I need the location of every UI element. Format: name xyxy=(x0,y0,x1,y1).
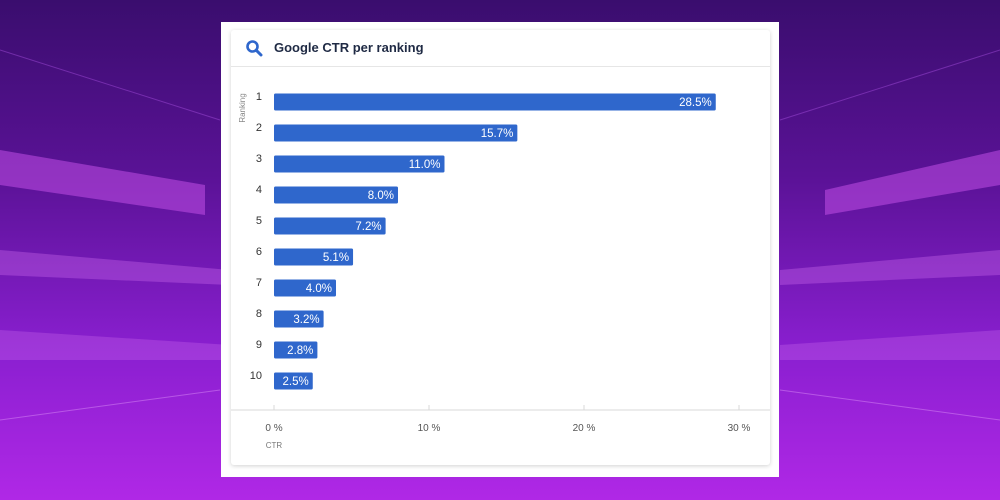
bar-value-label: 2.8% xyxy=(287,345,313,357)
bar xyxy=(274,372,313,390)
category-label: 9 xyxy=(256,339,262,351)
chart-title: Google CTR per ranking xyxy=(274,40,424,55)
bar xyxy=(274,279,336,297)
category-label: 10 xyxy=(250,370,262,382)
bar xyxy=(274,124,518,142)
bar xyxy=(274,310,324,328)
y-axis-label: Ranking xyxy=(238,93,247,122)
bar xyxy=(274,155,445,173)
x-tick-label: 30 % xyxy=(728,423,751,434)
category-label: 7 xyxy=(256,277,262,289)
bar-value-label: 8.0% xyxy=(368,190,394,202)
card-header: Google CTR per ranking xyxy=(231,30,770,67)
bar xyxy=(274,248,354,266)
category-label: 6 xyxy=(256,246,262,258)
bar-chart: 0 % 10 % 20 % 30 % CTR Ranking 1 28.5% 2 15.7% 3 11… xyxy=(231,91,770,450)
category-label: 5 xyxy=(256,215,262,227)
x-tick-label: 0 % xyxy=(265,423,282,434)
x-axis-label: CTR xyxy=(266,441,283,450)
category-label: 1 xyxy=(256,91,262,103)
category-label: 8 xyxy=(256,308,262,320)
bar-value-label: 5.1% xyxy=(323,252,349,264)
bar-value-label: 2.5% xyxy=(283,376,309,388)
bar xyxy=(274,341,318,359)
chart-card: Google CTR per ranking 0 % 10 % 20 % 30 % CT… xyxy=(231,30,770,465)
bar-value-label: 4.0% xyxy=(306,283,332,295)
category-label: 4 xyxy=(256,184,262,196)
x-tick-label: 20 % xyxy=(573,423,596,434)
bar-value-label: 28.5% xyxy=(679,97,712,109)
x-tick-label: 10 % xyxy=(418,423,441,434)
category-label: 3 xyxy=(256,153,262,165)
category-label: 2 xyxy=(256,122,262,134)
bar xyxy=(274,217,386,235)
bar-value-label: 7.2% xyxy=(355,221,381,233)
bar-value-label: 15.7% xyxy=(481,128,514,140)
bar xyxy=(274,93,716,111)
bar xyxy=(274,186,398,204)
bar-value-label: 3.2% xyxy=(293,314,319,326)
search-icon xyxy=(246,40,263,57)
bar-value-label: 11.0% xyxy=(409,159,441,171)
